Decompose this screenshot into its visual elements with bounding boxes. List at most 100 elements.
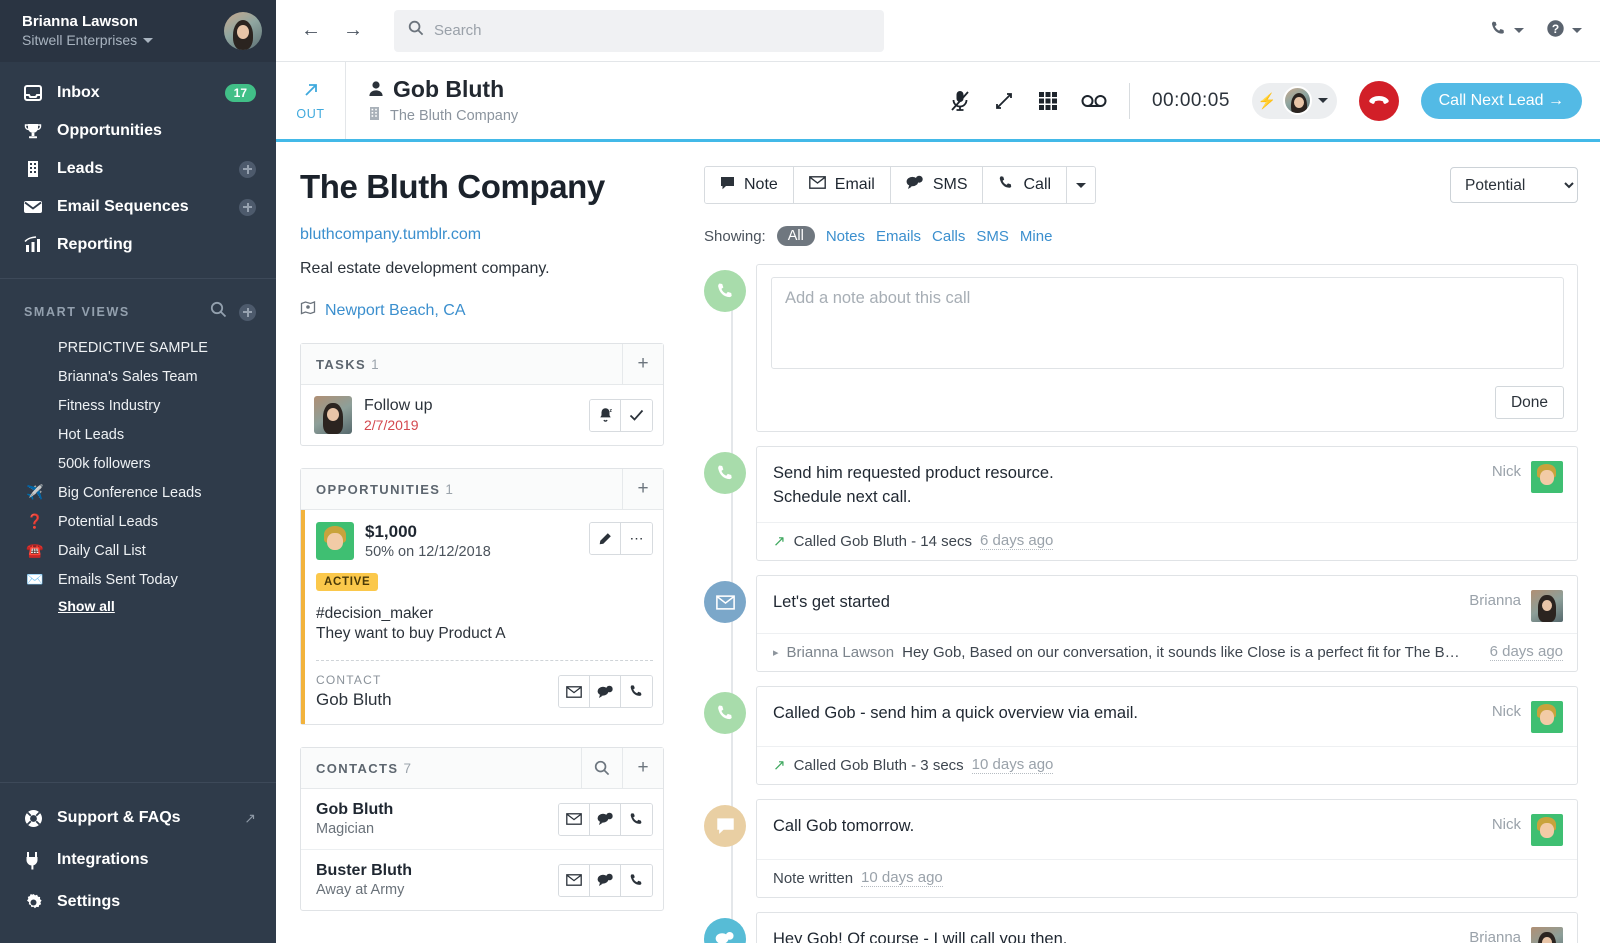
- smart-view-potential-leads[interactable]: ❓ Potential Leads: [0, 507, 276, 536]
- filter-sms[interactable]: SMS: [976, 227, 1009, 245]
- call-contact-name: Gob Bluth: [393, 76, 505, 102]
- activity-card[interactable]: Call Gob tomorrow. Nick Note written 10 …: [756, 799, 1578, 898]
- call-note-input[interactable]: [771, 277, 1564, 369]
- call-direction: OUT: [276, 62, 346, 139]
- sidebar-item-email-sequences[interactable]: Email Sequences: [0, 188, 276, 226]
- add-opportunity-button[interactable]: +: [622, 468, 663, 510]
- agent-toggle[interactable]: ⚡: [1251, 82, 1337, 119]
- filter-emails[interactable]: Emails: [876, 227, 922, 245]
- filter-mine[interactable]: Mine: [1019, 227, 1053, 245]
- smart-view-sales-team[interactable]: Brianna's Sales Team: [0, 362, 276, 391]
- phone-icon[interactable]: [621, 803, 652, 835]
- phone-menu[interactable]: [1490, 20, 1524, 42]
- add-sms-button[interactable]: SMS: [890, 167, 984, 203]
- top-navigation-bar: ← → ?: [276, 0, 1600, 62]
- smart-view-hot-leads[interactable]: Hot Leads: [0, 420, 276, 449]
- smart-view-predictive-sample[interactable]: PREDICTIVE SAMPLE: [0, 333, 276, 362]
- expand-icon[interactable]: ▸: [773, 646, 779, 659]
- keypad-icon[interactable]: [1037, 90, 1059, 112]
- smart-view-emails-sent-today[interactable]: ✉️ Emails Sent Today: [0, 565, 276, 594]
- map-icon: [300, 300, 316, 321]
- add-email-button[interactable]: Email: [793, 167, 891, 203]
- task-info: Follow up 2/7/2019: [364, 397, 577, 433]
- done-button[interactable]: Done: [1494, 386, 1564, 419]
- add-call-button[interactable]: Call: [983, 167, 1068, 203]
- sidebar-item-inbox[interactable]: Inbox 17: [0, 74, 276, 112]
- phone-icon[interactable]: [621, 864, 652, 896]
- activity-card[interactable]: Send him requested product resource. Sch…: [756, 446, 1578, 561]
- task-due-date: 2/7/2019: [364, 417, 419, 433]
- add-note-button[interactable]: Note: [705, 167, 794, 203]
- show-all-link[interactable]: Show all: [58, 598, 115, 614]
- task-name: Follow up: [364, 397, 433, 414]
- avatar[interactable]: [224, 12, 262, 50]
- contact-quick-actions: [558, 675, 653, 708]
- company-website-link[interactable]: bluthcompany.tumblr.com: [300, 226, 482, 243]
- sms-icon[interactable]: [590, 676, 621, 707]
- search-icon[interactable]: [210, 301, 227, 323]
- contact-list-item[interactable]: Buster Bluth Away at Army: [301, 850, 663, 910]
- sidebar-item-reporting[interactable]: Reporting: [0, 226, 276, 264]
- task-row[interactable]: Follow up 2/7/2019 z: [301, 385, 663, 445]
- mute-mic-icon[interactable]: [949, 89, 971, 113]
- sidebar-user-header[interactable]: Brianna Lawson Sitwell Enterprises: [0, 0, 276, 62]
- call-direction-label: OUT: [296, 107, 325, 121]
- avatar: [1531, 590, 1563, 622]
- hangup-button[interactable]: [1358, 80, 1399, 121]
- add-sms-label: SMS: [932, 176, 968, 193]
- chevron-down-icon: [1076, 182, 1087, 188]
- email-icon[interactable]: [559, 864, 590, 896]
- add-sequence-icon[interactable]: [239, 198, 256, 216]
- company-detail-panel: The Bluth Company bluthcompany.tumblr.co…: [276, 142, 686, 943]
- sidebar-item-opportunities[interactable]: Opportunities: [0, 112, 276, 150]
- chevron-down-icon: [1572, 28, 1582, 33]
- add-smart-view-icon[interactable]: [239, 303, 256, 321]
- back-icon[interactable]: ←: [301, 19, 321, 41]
- smart-view-label: Brianna's Sales Team: [58, 368, 198, 385]
- sidebar-item-settings[interactable]: Settings: [0, 881, 276, 923]
- sms-icon[interactable]: [590, 803, 621, 835]
- filter-notes[interactable]: Notes: [825, 227, 866, 245]
- company-location[interactable]: Newport Beach, CA: [300, 300, 664, 321]
- forward-icon[interactable]: →: [343, 19, 363, 41]
- sidebar-item-support[interactable]: Support & FAQs ↗: [0, 797, 276, 839]
- search-box[interactable]: [394, 9, 884, 52]
- activity-card[interactable]: Called Gob - send him a quick overview v…: [756, 686, 1578, 785]
- opportunity-contact: CONTACT Gob Bluth: [316, 661, 653, 724]
- phone-icon[interactable]: [621, 676, 652, 707]
- activity-card[interactable]: Hey Gob! Of course - I will call you the…: [756, 912, 1578, 943]
- smart-view-fitness-industry[interactable]: Fitness Industry: [0, 391, 276, 420]
- contact-list-item[interactable]: Gob Bluth Magician: [301, 789, 663, 850]
- voicemail-icon[interactable]: [1081, 93, 1107, 109]
- sidebar-item-integrations[interactable]: Integrations: [0, 839, 276, 881]
- smart-view-daily-call-list[interactable]: ☎️ Daily Call List: [0, 536, 276, 565]
- add-contact-button[interactable]: +: [622, 747, 663, 789]
- smart-view-500k-followers[interactable]: 500k followers: [0, 449, 276, 478]
- edit-icon[interactable]: [590, 523, 621, 554]
- snooze-bell-icon[interactable]: z: [590, 399, 621, 431]
- lead-status-select[interactable]: Potential: [1450, 167, 1578, 203]
- transfer-icon[interactable]: [993, 90, 1015, 112]
- filter-calls[interactable]: Calls: [932, 227, 966, 245]
- search-input[interactable]: [434, 22, 870, 39]
- phone-icon: [704, 692, 746, 734]
- activity-card[interactable]: Let's get started Brianna ▸ Brianna Laws…: [756, 575, 1578, 672]
- activity-dropdown-button[interactable]: [1067, 167, 1096, 203]
- smart-view-big-conference-leads[interactable]: ✈️ Big Conference Leads: [0, 478, 276, 507]
- email-icon[interactable]: [559, 803, 590, 835]
- help-menu[interactable]: ?: [1546, 19, 1582, 43]
- call-next-lead-button[interactable]: Call Next Lead →: [1420, 82, 1582, 119]
- email-icon[interactable]: [559, 676, 590, 707]
- contacts-card-header: CONTACTS 7 +: [301, 747, 663, 789]
- filter-all[interactable]: All: [776, 226, 815, 246]
- add-task-button[interactable]: +: [622, 343, 663, 385]
- lightning-icon: ⚡: [1257, 92, 1277, 110]
- search-contacts-button[interactable]: [581, 747, 622, 789]
- activity-meta: Nick: [1492, 701, 1563, 733]
- sidebar-item-leads[interactable]: Leads: [0, 150, 276, 188]
- sms-icon[interactable]: [590, 864, 621, 896]
- add-lead-icon[interactable]: [239, 160, 256, 178]
- more-options-icon[interactable]: ⋯: [621, 523, 652, 554]
- user-info: Brianna Lawson Sitwell Enterprises: [22, 13, 224, 49]
- complete-task-icon[interactable]: [621, 399, 652, 431]
